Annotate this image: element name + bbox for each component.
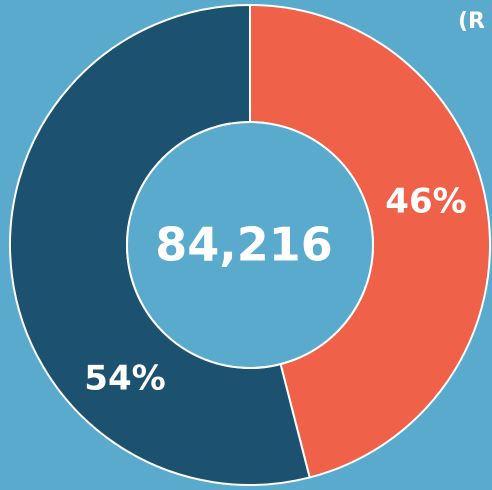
center-label: 84,216 (155, 218, 333, 272)
value-label: 46% (385, 182, 466, 222)
annotation: (R (458, 9, 485, 34)
value-label: 54% (84, 359, 165, 399)
donut-hole (126, 121, 374, 369)
